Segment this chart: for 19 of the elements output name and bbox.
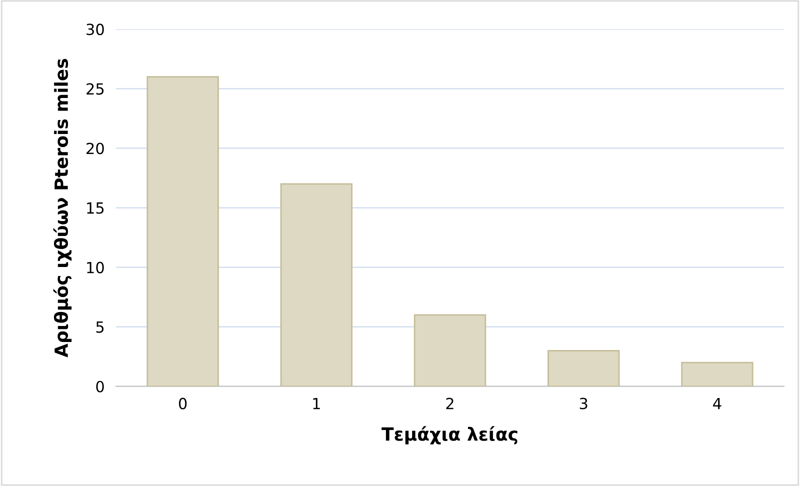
x-tick-label: 0	[178, 398, 187, 410]
x-axis-title: Τεμάχια λείας	[382, 426, 518, 444]
bar	[548, 350, 620, 386]
y-tick-label: 10	[87, 262, 104, 274]
bar	[414, 314, 486, 386]
bar	[280, 183, 352, 386]
x-tick-label: 3	[580, 398, 588, 410]
x-tick-label: 1	[313, 398, 320, 410]
bar	[681, 362, 754, 386]
x-tick-label: 2	[446, 398, 454, 410]
bar	[146, 76, 219, 386]
y-tick-label: 30	[86, 24, 104, 36]
y-tick-label: 0	[96, 380, 104, 392]
y-tick-label: 20	[86, 142, 104, 154]
y-tick-label: 15	[87, 202, 104, 214]
y-axis-title: Αριθμός ιχθύων Pterois miles	[53, 58, 72, 358]
x-tick-label: 4	[713, 398, 722, 410]
y-tick-label: 5	[96, 322, 104, 333]
y-tick-label: 25	[86, 83, 104, 95]
